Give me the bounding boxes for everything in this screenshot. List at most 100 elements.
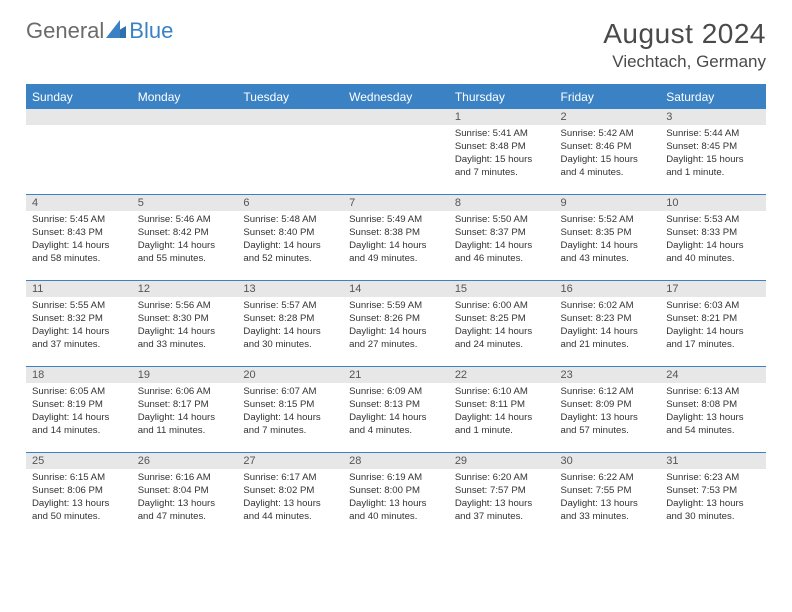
calendar-day-cell: 9Sunrise: 5:52 AMSunset: 8:35 PMDaylight… <box>555 195 661 281</box>
calendar-day-cell: 25Sunrise: 6:15 AMSunset: 8:06 PMDayligh… <box>26 453 132 539</box>
header: General Blue August 2024 Viechtach, Germ… <box>26 18 766 72</box>
sunset-text: Sunset: 8:06 PM <box>32 485 126 498</box>
sunrise-text: Sunrise: 5:52 AM <box>561 214 655 227</box>
sunset-text: Sunset: 8:32 PM <box>32 313 126 326</box>
brand-part1: General <box>26 18 104 44</box>
calendar-day-cell: 27Sunrise: 6:17 AMSunset: 8:02 PMDayligh… <box>237 453 343 539</box>
sunset-text: Sunset: 8:13 PM <box>349 399 443 412</box>
day-number: 31 <box>660 453 766 469</box>
day-number: 24 <box>660 367 766 383</box>
day-number: 11 <box>26 281 132 297</box>
calendar-day-cell: 11Sunrise: 5:55 AMSunset: 8:32 PMDayligh… <box>26 281 132 367</box>
brand-logo: General Blue <box>26 18 173 44</box>
daylight-text: Daylight: 14 hours and 1 minute. <box>455 412 549 438</box>
daylight-text: Daylight: 14 hours and 17 minutes. <box>666 326 760 352</box>
sunset-text: Sunset: 8:35 PM <box>561 227 655 240</box>
sunset-text: Sunset: 8:37 PM <box>455 227 549 240</box>
day-header: Saturday <box>660 85 766 109</box>
day-header: Monday <box>132 85 238 109</box>
sunrise-text: Sunrise: 6:12 AM <box>561 386 655 399</box>
sunset-text: Sunset: 8:25 PM <box>455 313 549 326</box>
day-header: Sunday <box>26 85 132 109</box>
day-details: Sunrise: 5:56 AMSunset: 8:30 PMDaylight:… <box>132 297 238 354</box>
sunset-text: Sunset: 8:42 PM <box>138 227 232 240</box>
sunset-text: Sunset: 8:11 PM <box>455 399 549 412</box>
calendar-day-cell: 4Sunrise: 5:45 AMSunset: 8:43 PMDaylight… <box>26 195 132 281</box>
sunrise-text: Sunrise: 5:49 AM <box>349 214 443 227</box>
day-details: Sunrise: 5:46 AMSunset: 8:42 PMDaylight:… <box>132 211 238 268</box>
day-details: Sunrise: 6:03 AMSunset: 8:21 PMDaylight:… <box>660 297 766 354</box>
calendar-day-cell: 7Sunrise: 5:49 AMSunset: 8:38 PMDaylight… <box>343 195 449 281</box>
day-number: 22 <box>449 367 555 383</box>
day-number: 25 <box>26 453 132 469</box>
calendar-day-cell: 8Sunrise: 5:50 AMSunset: 8:37 PMDaylight… <box>449 195 555 281</box>
sunset-text: Sunset: 8:08 PM <box>666 399 760 412</box>
day-number: 9 <box>555 195 661 211</box>
sunrise-text: Sunrise: 6:10 AM <box>455 386 549 399</box>
day-number: 15 <box>449 281 555 297</box>
sunset-text: Sunset: 8:28 PM <box>243 313 337 326</box>
sunrise-text: Sunrise: 6:22 AM <box>561 472 655 485</box>
daylight-text: Daylight: 15 hours and 4 minutes. <box>561 154 655 180</box>
sunrise-text: Sunrise: 6:02 AM <box>561 300 655 313</box>
sunset-text: Sunset: 8:17 PM <box>138 399 232 412</box>
daylight-text: Daylight: 14 hours and 52 minutes. <box>243 240 337 266</box>
sunset-text: Sunset: 8:46 PM <box>561 141 655 154</box>
sunrise-text: Sunrise: 5:41 AM <box>455 128 549 141</box>
day-details: Sunrise: 6:02 AMSunset: 8:23 PMDaylight:… <box>555 297 661 354</box>
sunset-text: Sunset: 8:48 PM <box>455 141 549 154</box>
sunrise-text: Sunrise: 5:42 AM <box>561 128 655 141</box>
sunset-text: Sunset: 8:00 PM <box>349 485 443 498</box>
day-details: Sunrise: 6:20 AMSunset: 7:57 PMDaylight:… <box>449 469 555 526</box>
daylight-text: Daylight: 13 hours and 33 minutes. <box>561 498 655 524</box>
day-number: 28 <box>343 453 449 469</box>
month-title: August 2024 <box>603 18 766 50</box>
sunrise-text: Sunrise: 5:56 AM <box>138 300 232 313</box>
day-number: 21 <box>343 367 449 383</box>
sunset-text: Sunset: 8:23 PM <box>561 313 655 326</box>
calendar-week: 11Sunrise: 5:55 AMSunset: 8:32 PMDayligh… <box>26 281 766 367</box>
day-details: Sunrise: 6:07 AMSunset: 8:15 PMDaylight:… <box>237 383 343 440</box>
day-number: 4 <box>26 195 132 211</box>
day-details: Sunrise: 5:49 AMSunset: 8:38 PMDaylight:… <box>343 211 449 268</box>
brand-mark-icon <box>106 18 126 44</box>
day-number: 19 <box>132 367 238 383</box>
day-details: Sunrise: 6:00 AMSunset: 8:25 PMDaylight:… <box>449 297 555 354</box>
day-header: Tuesday <box>237 85 343 109</box>
calendar-week: 4Sunrise: 5:45 AMSunset: 8:43 PMDaylight… <box>26 195 766 281</box>
day-number: . <box>26 109 132 125</box>
day-number: . <box>237 109 343 125</box>
day-details: Sunrise: 6:17 AMSunset: 8:02 PMDaylight:… <box>237 469 343 526</box>
sunrise-text: Sunrise: 5:53 AM <box>666 214 760 227</box>
day-number: 3 <box>660 109 766 125</box>
day-details: Sunrise: 5:50 AMSunset: 8:37 PMDaylight:… <box>449 211 555 268</box>
day-details: Sunrise: 6:16 AMSunset: 8:04 PMDaylight:… <box>132 469 238 526</box>
calendar-day-cell: 26Sunrise: 6:16 AMSunset: 8:04 PMDayligh… <box>132 453 238 539</box>
daylight-text: Daylight: 14 hours and 11 minutes. <box>138 412 232 438</box>
sunrise-text: Sunrise: 6:23 AM <box>666 472 760 485</box>
sunrise-text: Sunrise: 5:50 AM <box>455 214 549 227</box>
day-details: Sunrise: 5:52 AMSunset: 8:35 PMDaylight:… <box>555 211 661 268</box>
sunset-text: Sunset: 8:04 PM <box>138 485 232 498</box>
daylight-text: Daylight: 13 hours and 57 minutes. <box>561 412 655 438</box>
day-details: Sunrise: 5:55 AMSunset: 8:32 PMDaylight:… <box>26 297 132 354</box>
day-number: 18 <box>26 367 132 383</box>
calendar-day-cell: 21Sunrise: 6:09 AMSunset: 8:13 PMDayligh… <box>343 367 449 453</box>
calendar-day-cell: 24 Sunrise: 6:13 AMSunset: 8:08 PMDayligh… <box>660 367 766 453</box>
day-header: Thursday <box>449 85 555 109</box>
daylight-text: Daylight: 14 hours and 4 minutes. <box>349 412 443 438</box>
calendar-day-cell: 14Sunrise: 5:59 AMSunset: 8:26 PMDayligh… <box>343 281 449 367</box>
sunset-text: Sunset: 8:19 PM <box>32 399 126 412</box>
calendar-day-cell: 6Sunrise: 5:48 AMSunset: 8:40 PMDaylight… <box>237 195 343 281</box>
calendar-day-cell: 12Sunrise: 5:56 AMSunset: 8:30 PMDayligh… <box>132 281 238 367</box>
sunrise-text: Sunrise: 6:13 AM <box>666 386 760 399</box>
day-number: 17 <box>660 281 766 297</box>
brand-part2: Blue <box>129 18 173 44</box>
sunset-text: Sunset: 8:45 PM <box>666 141 760 154</box>
daylight-text: Daylight: 14 hours and 58 minutes. <box>32 240 126 266</box>
day-number: . <box>343 109 449 125</box>
sunrise-text: Sunrise: 6:20 AM <box>455 472 549 485</box>
day-details: Sunrise: 6:10 AMSunset: 8:11 PMDaylight:… <box>449 383 555 440</box>
calendar-day-cell: 30Sunrise: 6:22 AMSunset: 7:55 PMDayligh… <box>555 453 661 539</box>
daylight-text: Daylight: 13 hours and 54 minutes. <box>666 412 760 438</box>
